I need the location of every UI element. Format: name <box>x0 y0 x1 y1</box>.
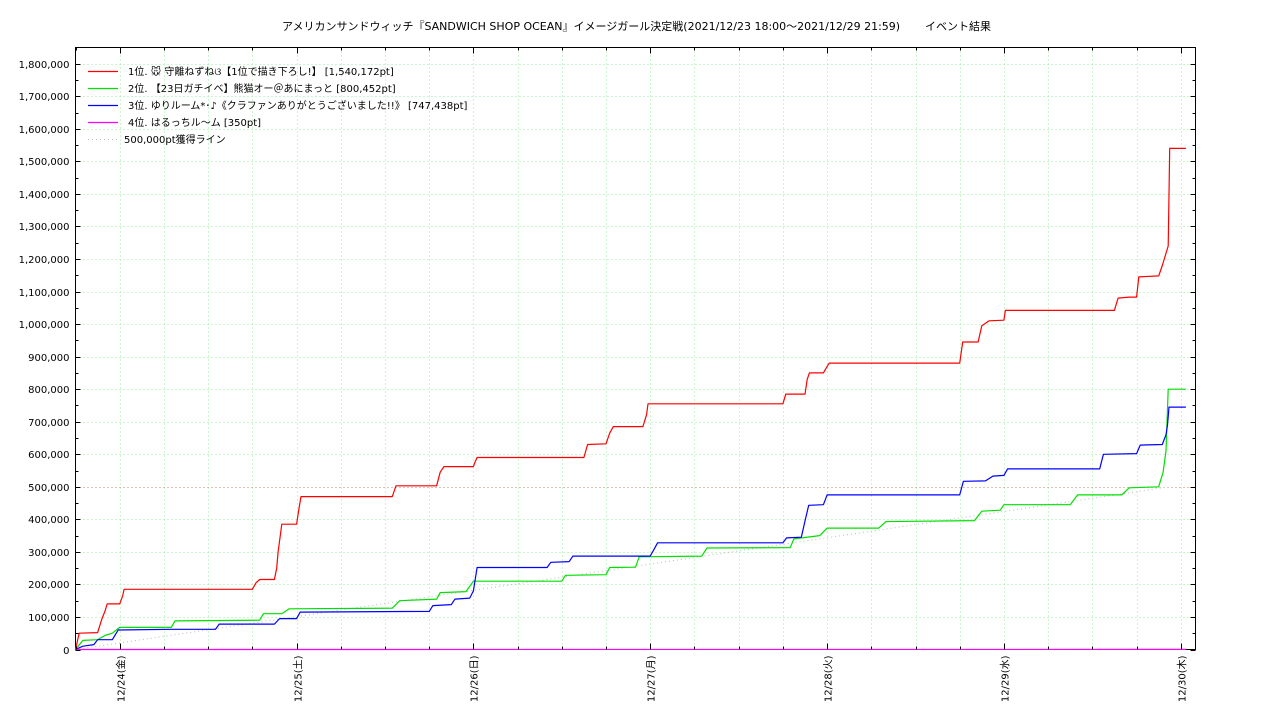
series-line-3 <box>75 406 1186 651</box>
x-tick-label: 12/28(火) <box>823 655 835 702</box>
chart-subtitle: イベント結果 <box>925 19 991 33</box>
series-line-1 <box>74 147 1186 650</box>
y-tick-label: 1,600,000 <box>19 125 70 136</box>
x-tick-label: 12/24(金) <box>115 655 128 702</box>
y-tick-label: 600,000 <box>28 450 69 461</box>
y-tick-label: 1,700,000 <box>19 92 70 103</box>
reference-line-diagonal <box>75 486 1170 650</box>
x-tick-label: 12/26(日) <box>470 655 481 702</box>
axis-layer: 0 100,000 200,000 300,000 400,000 500,000 600,… <box>19 47 1196 702</box>
y-tick-label: 1,200,000 <box>19 255 70 266</box>
legend-label-2: 2位. 【23日ガチイベ】熊猫オー＠あにまっと [800,452pt] <box>128 82 396 95</box>
series-lines <box>74 147 1186 651</box>
y-tick-label: 900,000 <box>28 353 69 364</box>
grid-layer <box>75 47 1196 650</box>
y-tick-label: 0 <box>63 646 69 657</box>
y-tick-label: 1,800,000 <box>19 60 70 71</box>
y-tick-label: 1,500,000 <box>19 157 70 168</box>
plot-area <box>75 47 1196 650</box>
y-tick-label: 300,000 <box>28 548 69 559</box>
chart-title: アメリカンサンドウィッチ『SANDWICH SHOP OCEAN』イメージガール… <box>282 19 900 33</box>
y-tick-label: 200,000 <box>28 580 69 591</box>
series-line-2 <box>75 388 1186 650</box>
y-tick-label: 100,000 <box>28 613 69 624</box>
x-tick-label: 12/30(木) <box>1177 655 1189 702</box>
legend-label-3: 3位. ゆりルーム*･♪《クラファンありがとうございました!!》 [747,43… <box>128 99 468 112</box>
y-tick-label: 1,300,000 <box>19 222 70 233</box>
x-tick-label: 12/27(月) <box>646 655 658 702</box>
legend-label-reference: 500,000pt獲得ライン <box>124 133 226 146</box>
x-tick-label: 12/29(水) <box>1000 655 1012 702</box>
y-tick-label: 700,000 <box>28 418 69 429</box>
y-tick-label: 1,000,000 <box>19 320 70 331</box>
reference-lines <box>75 486 1196 650</box>
y-tick-label: 800,000 <box>28 385 69 396</box>
y-tick-label: 400,000 <box>28 515 69 526</box>
y-tick-label: 1,100,000 <box>19 288 70 299</box>
y-tick-label: 500,000 <box>28 483 69 494</box>
x-tick-label: 12/25(土) <box>292 655 305 702</box>
legend-label-4: 4位. はるっちル～ム [350pt] <box>128 116 261 129</box>
y-tick-label: 1,400,000 <box>19 190 70 201</box>
legend-label-1: 1位. 🐭 守離ねずねଓ【1位で描き下ろし!】 [1,540,172pt] <box>128 65 394 78</box>
legend: 1位. 🐭 守離ねずねଓ【1位で描き下ろし!】 [1,540,172pt] 2位.… <box>88 65 468 146</box>
